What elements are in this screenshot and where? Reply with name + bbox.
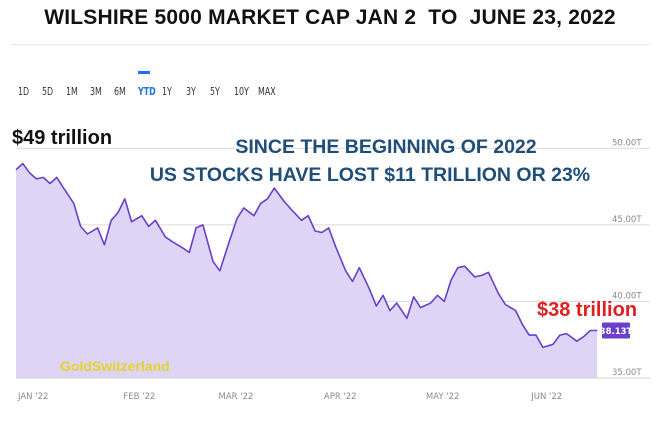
chart-title: WILSHIRE 5000 MARKET CAP JAN 2 TO JUNE 2… xyxy=(44,6,616,29)
range-button-3y[interactable]: 3Y xyxy=(186,85,196,98)
start-value-annotation: $49 trillion xyxy=(12,127,112,149)
series-line xyxy=(15,162,598,349)
watermark: GoldSwitzerland xyxy=(60,358,170,374)
x-tick-label: APR '22 xyxy=(324,392,357,402)
last-value-label: 38.13T xyxy=(600,327,633,337)
x-tick-label: JAN '22 xyxy=(17,392,48,402)
end-value-annotation: $38 trillion xyxy=(537,299,637,321)
range-button-3m[interactable]: 3M xyxy=(90,85,102,98)
range-button-5y[interactable]: 5Y xyxy=(210,85,220,98)
y-tick-label: 50.00T xyxy=(612,138,642,148)
range-selector: 1D 5D 1M 3M 6M YTD 1Y 3Y 5Y 10Y MAX xyxy=(18,71,276,98)
series-area xyxy=(16,163,598,378)
range-button-1d[interactable]: 1D xyxy=(18,85,30,98)
y-tick-label: 45.00T xyxy=(612,215,642,225)
x-tick-label: MAY '22 xyxy=(426,392,460,402)
headline-line-1: SINCE THE BEGINNING OF 2022 xyxy=(235,136,536,158)
range-button-1m[interactable]: 1M xyxy=(66,85,78,98)
range-button-5d[interactable]: 5D xyxy=(42,85,54,98)
headline-line-2: US STOCKS HAVE LOST $11 TRILLION OR 23% xyxy=(150,164,590,186)
y-tick-label: 35.00T xyxy=(612,368,642,378)
range-button-6m[interactable]: 6M xyxy=(114,85,126,98)
y-tick-label: 40.00T xyxy=(612,291,642,301)
x-tick-label: JUN '22 xyxy=(530,392,562,402)
x-tick-label: FEB '22 xyxy=(123,392,155,402)
last-value-badge xyxy=(602,322,630,339)
range-active-indicator xyxy=(138,71,150,74)
range-button-1y[interactable]: 1Y xyxy=(162,85,172,98)
x-tick-label: MAR '22 xyxy=(219,392,254,402)
